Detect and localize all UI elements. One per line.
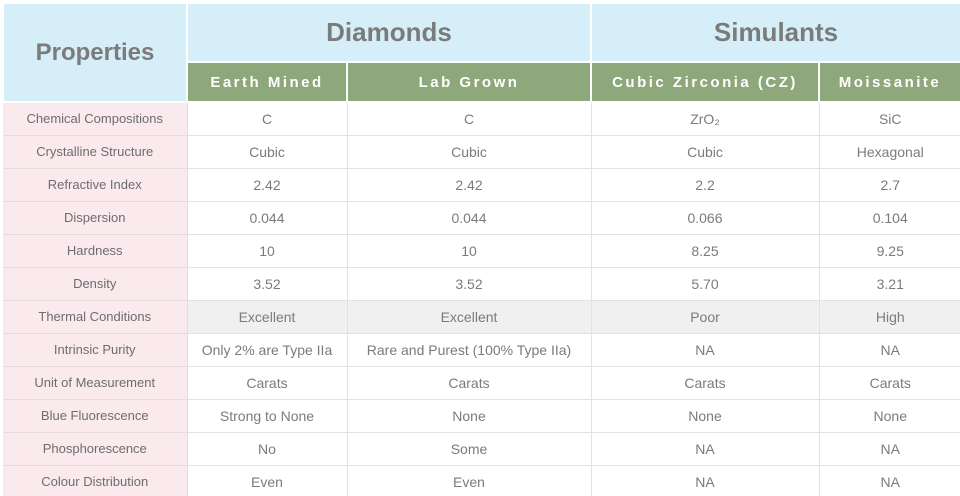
column-header-earth-mined: Earth Mined <box>186 61 348 103</box>
table-row: Intrinsic Purity Only 2% are Type IIa Rare… <box>3 332 960 367</box>
value-cell: 2.42 <box>186 167 348 202</box>
column-header-moissanite: Moissanite <box>818 61 960 103</box>
value-cell: None <box>818 398 960 433</box>
value-cell: Only 2% are Type IIa <box>186 332 348 367</box>
value-cell: ZrO₂ <box>590 101 820 136</box>
value-cell: NA <box>590 431 820 466</box>
value-cell: NA <box>818 332 960 367</box>
value-cell: 3.52 <box>346 266 592 301</box>
table-row: Thermal Conditions Excellent Excellent Poor… <box>3 299 960 334</box>
value-cell: Cubic <box>186 134 348 169</box>
column-header-cubic-zirconia: Cubic Zirconia (CZ) <box>590 61 820 103</box>
value-cell: 10 <box>186 233 348 268</box>
value-cell: NA <box>818 431 960 466</box>
property-cell: Density <box>3 266 188 301</box>
value-cell: Excellent <box>186 299 348 334</box>
value-cell: No <box>186 431 348 466</box>
value-cell: 0.044 <box>346 200 592 235</box>
table-row: Unit of Measurement Carats Carats Carats Car… <box>3 365 960 400</box>
table-row: Chemical Compositions C C ZrO₂ SiC <box>3 101 960 136</box>
properties-header: Properties <box>2 2 188 103</box>
table-row: Blue Fluorescence Strong to None None None N… <box>3 398 960 433</box>
property-cell: Blue Fluorescence <box>3 398 188 433</box>
value-cell: Rare and Purest (100% Type IIa) <box>346 332 592 367</box>
table-row: Crystalline Structure Cubic Cubic Cubic Hexa… <box>3 134 960 169</box>
table-row: Dispersion 0.044 0.044 0.066 0.104 <box>3 200 960 235</box>
value-cell: 5.70 <box>590 266 820 301</box>
value-cell: Carats <box>346 365 592 400</box>
value-cell: 8.25 <box>590 233 820 268</box>
value-cell: NA <box>818 464 960 496</box>
table-row: Phosphorescence No Some NA NA <box>3 431 960 466</box>
value-cell: 0.066 <box>590 200 820 235</box>
table-row: Hardness 10 10 8.25 9.25 <box>3 233 960 268</box>
property-cell: Crystalline Structure <box>3 134 188 169</box>
value-cell: 3.21 <box>818 266 960 301</box>
value-cell: Carats <box>590 365 820 400</box>
column-header-lab-grown: Lab Grown <box>346 61 592 103</box>
group-header-simulants: Simulants <box>590 2 960 63</box>
value-cell: NA <box>590 332 820 367</box>
property-cell: Dispersion <box>3 200 188 235</box>
value-cell: 10 <box>346 233 592 268</box>
value-cell: Strong to None <box>186 398 348 433</box>
group-header-diamonds: Diamonds <box>186 2 592 63</box>
value-cell: 9.25 <box>818 233 960 268</box>
value-cell: 0.044 <box>186 200 348 235</box>
property-cell: Phosphorescence <box>3 431 188 466</box>
value-cell: Even <box>346 464 592 496</box>
value-cell: Poor <box>590 299 820 334</box>
value-cell: Cubic <box>590 134 820 169</box>
property-cell: Unit of Measurement <box>3 365 188 400</box>
table-row: Refractive Index 2.42 2.42 2.2 2.7 <box>3 167 960 202</box>
value-cell: Hexagonal <box>818 134 960 169</box>
value-cell: NA <box>590 464 820 496</box>
property-cell: Thermal Conditions <box>3 299 188 334</box>
property-cell: Refractive Index <box>3 167 188 202</box>
value-cell: Carats <box>186 365 348 400</box>
value-cell: 2.42 <box>346 167 592 202</box>
value-cell: 3.52 <box>186 266 348 301</box>
property-cell: Intrinsic Purity <box>3 332 188 367</box>
property-cell: Hardness <box>3 233 188 268</box>
property-cell: Chemical Compositions <box>3 101 188 136</box>
group-header-row: Properties Diamonds Simulants <box>2 2 960 103</box>
value-cell: Even <box>186 464 348 496</box>
value-cell: Carats <box>818 365 960 400</box>
value-cell: 2.2 <box>590 167 820 202</box>
property-cell: Colour Distribution <box>3 464 188 496</box>
column-header-row: Earth Mined Lab Grown Cubic Zirconia (CZ… <box>3 61 960 103</box>
value-cell: SiC <box>818 101 960 136</box>
value-cell: None <box>590 398 820 433</box>
value-cell: C <box>186 101 348 136</box>
value-cell: 0.104 <box>818 200 960 235</box>
value-cell: 2.7 <box>818 167 960 202</box>
value-cell: Excellent <box>346 299 592 334</box>
table-row: Density 3.52 3.52 5.70 3.21 <box>3 266 960 301</box>
table-row: Colour Distribution Even Even NA NA <box>3 464 960 496</box>
value-cell: Cubic <box>346 134 592 169</box>
value-cell: None <box>346 398 592 433</box>
value-cell: Some <box>346 431 592 466</box>
value-cell: C <box>346 101 592 136</box>
value-cell: High <box>818 299 960 334</box>
